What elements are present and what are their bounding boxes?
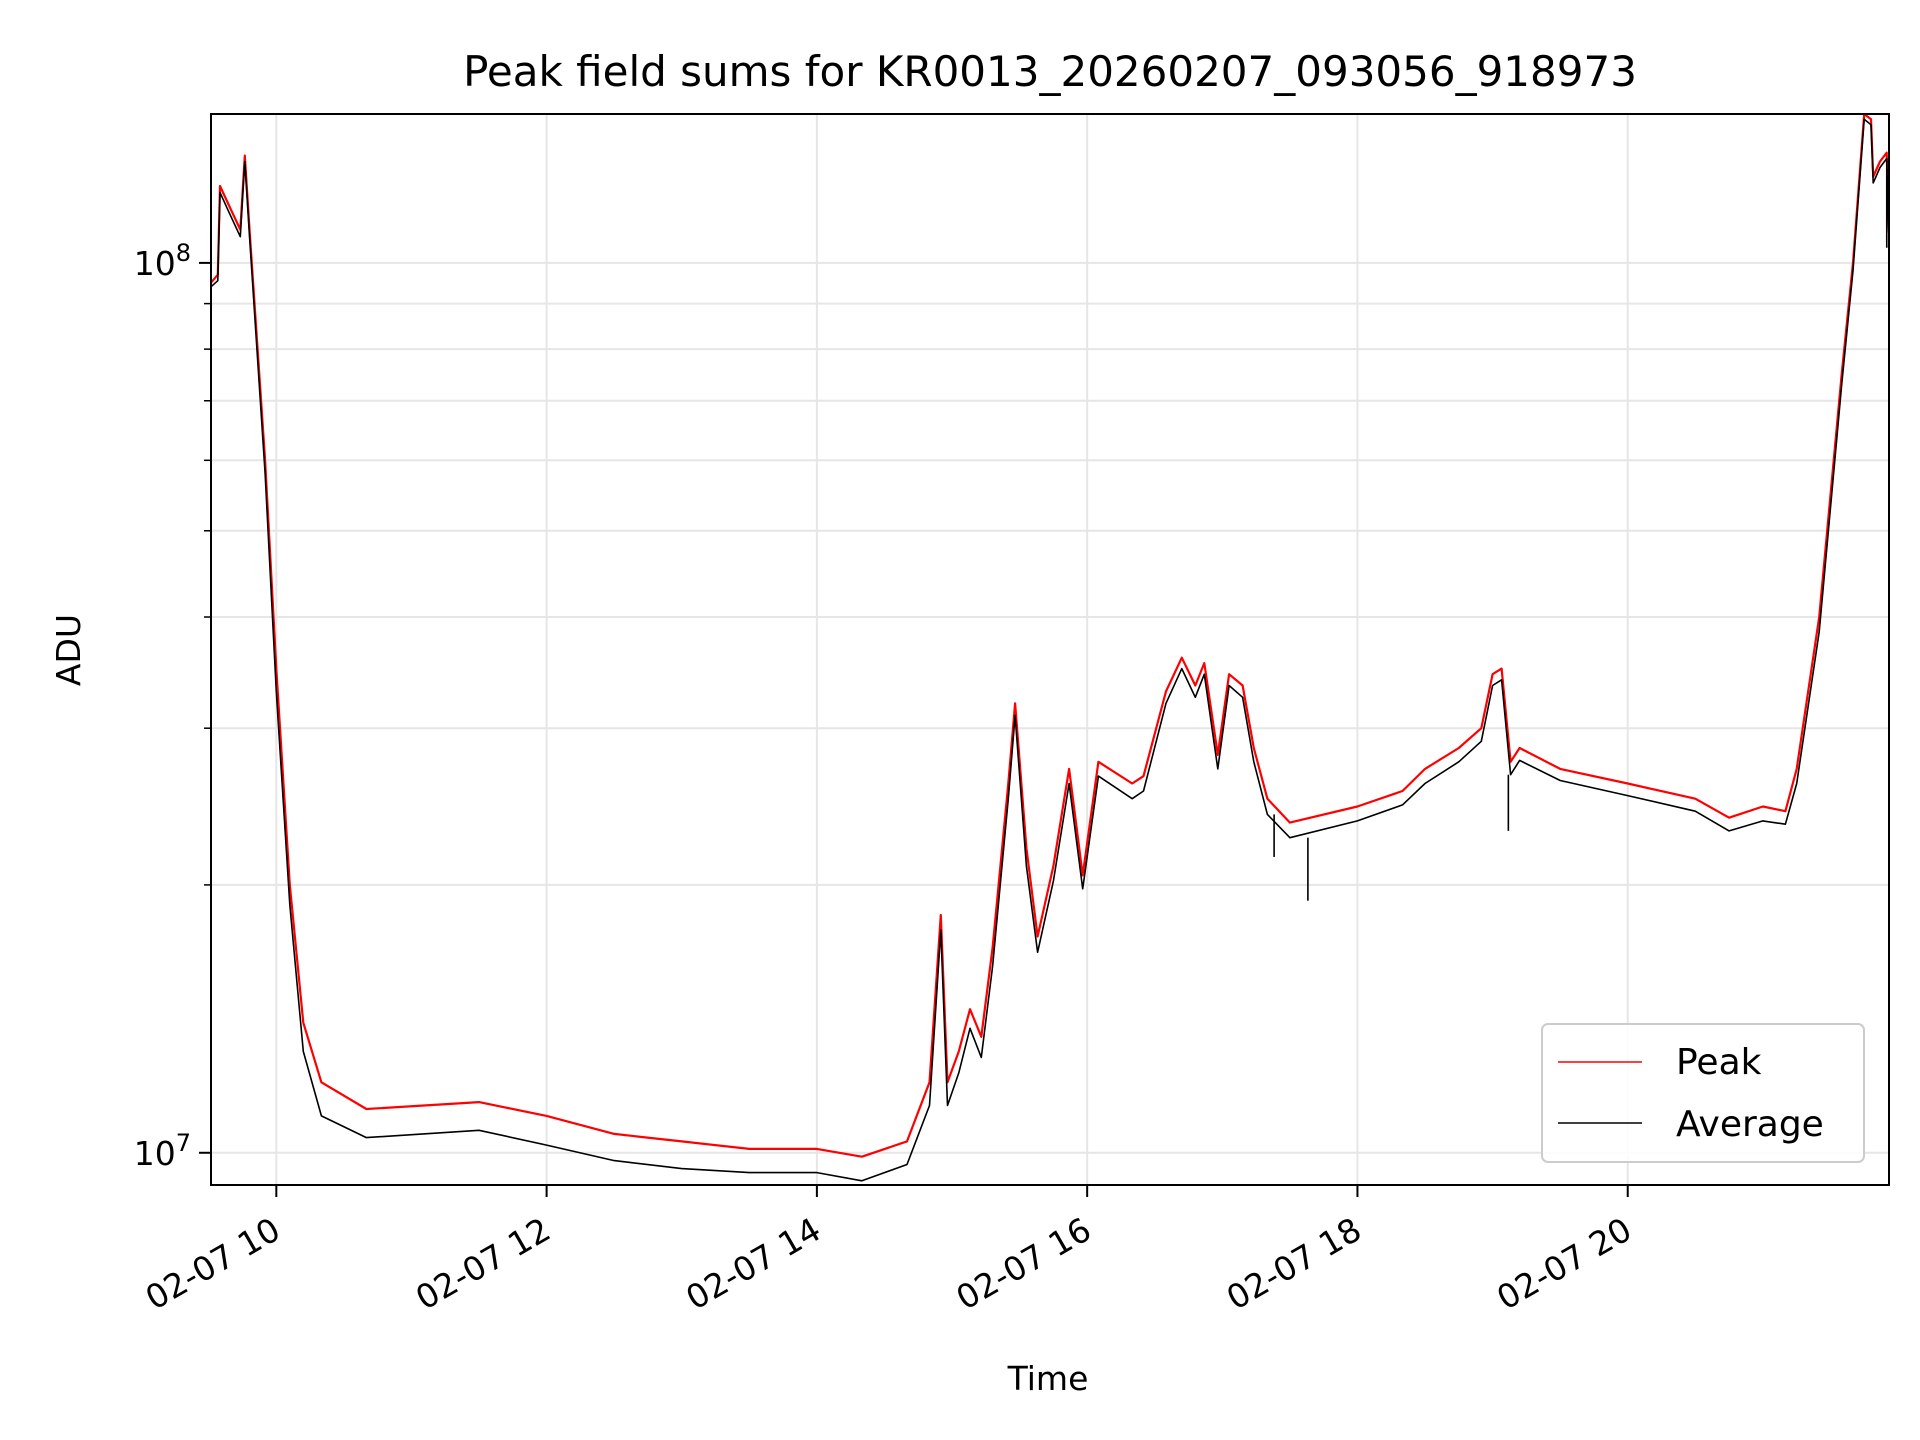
x-axis-label: Time [1007,1359,1089,1398]
y-tick-label: 108 [134,239,191,283]
plot-frame [210,113,1890,1186]
series-line-peak [211,114,1889,1158]
y-axis-label: ADU [49,614,88,686]
series-line-average [211,118,1889,1182]
legend-label-peak: Peak [1676,1042,1762,1083]
legend-box [1541,1023,1865,1163]
legend-label-average: Average [1676,1104,1824,1145]
series-layer [211,114,1889,1182]
legend: Peak Average [1541,1023,1865,1163]
grid [211,114,1889,1185]
y-tick-label: 107 [134,1129,191,1173]
chart-title: Peak field sums for KR0013_20260207_0930… [463,47,1637,96]
